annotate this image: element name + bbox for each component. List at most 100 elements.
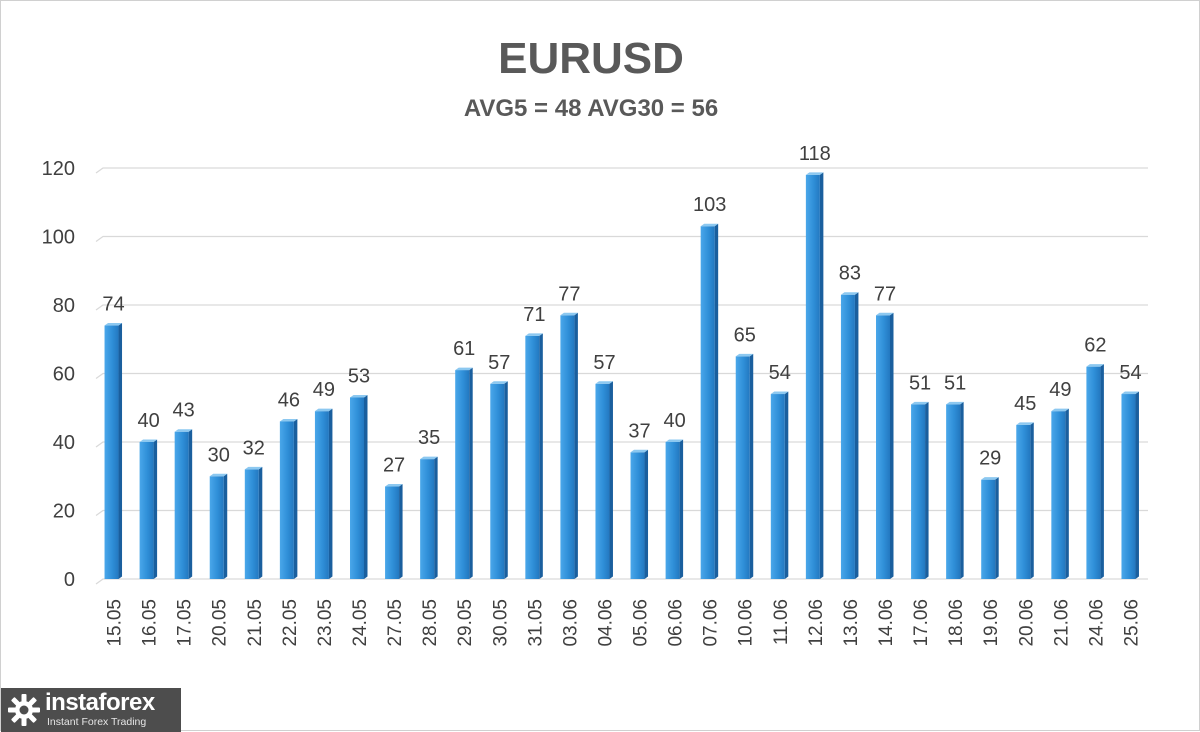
x-tick-label: 04.06 (595, 599, 616, 647)
bars (104, 172, 1139, 579)
x-tick-label: 21.06 (1051, 599, 1072, 647)
data-label: 57 (593, 352, 615, 374)
bar (630, 449, 649, 579)
x-tick-label: 10.06 (736, 599, 757, 647)
bar (104, 323, 123, 579)
gridline (95, 235, 1148, 242)
gear-icon (8, 694, 40, 726)
data-label: 35 (418, 427, 440, 449)
x-tick-label: 19.06 (981, 599, 1002, 647)
data-label: 62 (1084, 335, 1106, 357)
gridline (95, 304, 1148, 311)
bar (770, 391, 789, 579)
data-label: 32 (243, 437, 265, 459)
data-label: 77 (874, 283, 896, 305)
gridlines (95, 167, 1148, 585)
data-label: 27 (383, 455, 405, 477)
data-label: 51 (909, 372, 931, 394)
x-tick-label: 13.06 (841, 599, 862, 647)
bar (1086, 364, 1104, 579)
data-label: 29 (979, 448, 1001, 470)
x-tick-label: 16.05 (140, 599, 161, 647)
x-tick-label: 24.06 (1086, 599, 1107, 647)
instaforex-logo: instaforex Instant Forex Trading (1, 688, 181, 732)
data-label: 30 (208, 444, 230, 466)
bar (279, 418, 298, 579)
gridline (95, 372, 1148, 379)
x-tick-label: 05.06 (631, 599, 652, 647)
y-tick-label: 100 (42, 227, 75, 249)
x-tick-label: 22.05 (280, 599, 301, 647)
y-tick-label: 80 (53, 295, 75, 317)
bar (244, 466, 263, 579)
bar (840, 292, 859, 579)
x-tick-label: 27.05 (385, 599, 406, 647)
data-label: 71 (523, 304, 545, 326)
logo-name: instaforex (45, 689, 155, 716)
bar (455, 367, 473, 579)
bar (490, 381, 508, 579)
y-axis: 0 20 40 60 80 100 120 (42, 158, 75, 591)
data-label: 54 (769, 362, 791, 384)
data-labels: 74 40 43 30 32 46 49 53 27 35 61 57 71 77 57 37 40 103 65 5… (102, 143, 1141, 477)
data-label: 45 (1014, 393, 1036, 415)
x-tick-label: 24.05 (350, 599, 371, 647)
chart-subtitle: AVG5 = 48 AVG30 = 56 (464, 95, 718, 122)
gridline (95, 509, 1148, 516)
y-tick-label: 120 (42, 158, 75, 180)
y-tick-label: 20 (53, 501, 75, 523)
data-label: 103 (693, 194, 726, 216)
bar (139, 439, 158, 579)
x-axis: 15.05 16.05 17.05 20.05 21.05 22.05 23.05 24.05… (105, 599, 1143, 647)
x-tick-label: 25.06 (1121, 599, 1142, 647)
bar (981, 477, 999, 579)
x-tick-label: 21.05 (245, 599, 266, 647)
gridline (95, 578, 1148, 585)
data-label: 46 (278, 389, 300, 411)
bar (385, 484, 403, 579)
bar (560, 312, 578, 579)
bar (665, 439, 684, 579)
x-tick-label: 17.05 (175, 599, 196, 647)
data-label: 74 (102, 294, 124, 316)
gridline (95, 167, 1148, 174)
data-label: 54 (1119, 362, 1141, 384)
x-tick-label: 03.06 (560, 599, 581, 647)
x-tick-label: 07.06 (701, 599, 722, 647)
bar (314, 408, 333, 579)
bar (209, 473, 228, 579)
data-label: 37 (628, 420, 650, 442)
data-label: 49 (313, 379, 335, 401)
y-tick-label: 40 (53, 432, 75, 454)
x-tick-label: 20.05 (210, 599, 231, 647)
x-tick-label: 17.06 (911, 599, 932, 647)
data-label: 83 (839, 263, 861, 285)
bar (174, 429, 193, 579)
x-tick-label: 31.05 (525, 599, 546, 647)
gridline (95, 441, 1148, 448)
data-label: 53 (348, 365, 370, 387)
data-label: 65 (734, 324, 756, 346)
bar (1121, 391, 1139, 579)
data-label: 118 (799, 143, 831, 165)
bar (946, 401, 964, 579)
y-tick-label: 0 (64, 569, 75, 591)
bar (1016, 422, 1034, 579)
x-tick-label: 11.06 (771, 599, 792, 645)
x-tick-label: 30.05 (490, 599, 511, 647)
bar (595, 381, 613, 579)
x-tick-label: 15.05 (105, 599, 126, 647)
bar (735, 353, 754, 579)
data-label: 40 (137, 410, 159, 432)
bar (350, 394, 368, 579)
x-tick-label: 06.06 (666, 599, 687, 647)
x-tick-label: 14.06 (876, 599, 897, 647)
x-tick-label: 18.06 (946, 599, 967, 647)
bar (876, 312, 894, 579)
bar (805, 172, 824, 579)
chart-title: EURUSD (498, 34, 684, 83)
data-label: 57 (488, 352, 510, 374)
x-tick-label: 12.06 (806, 599, 827, 647)
bar (1051, 408, 1069, 579)
